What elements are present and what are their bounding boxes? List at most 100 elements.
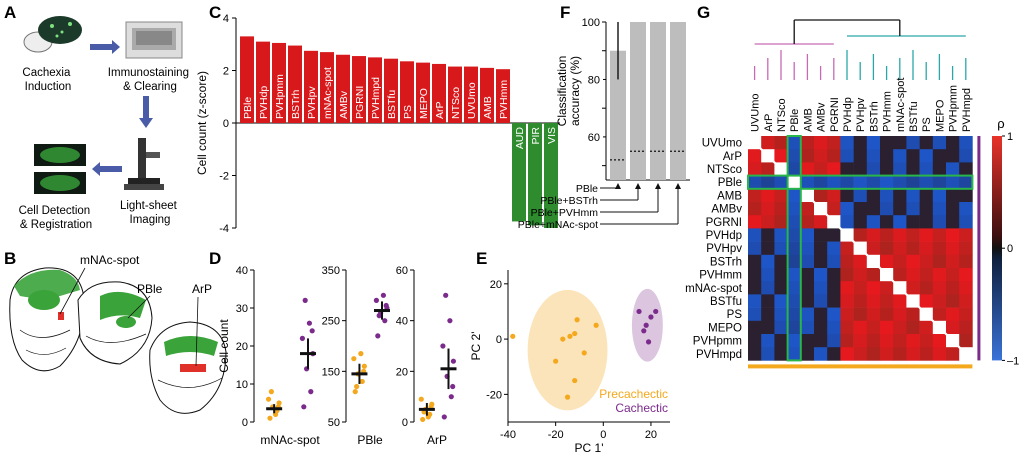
g-heatmap-cell bbox=[946, 136, 960, 150]
d-y-tick-label: 30 bbox=[236, 303, 248, 315]
c-bar-label: AMB bbox=[482, 96, 494, 119]
g-heatmap-cell bbox=[893, 307, 907, 322]
e-point bbox=[572, 330, 578, 337]
g-heatmap-cell bbox=[880, 347, 894, 361]
g-row-label: PVHmpd bbox=[696, 349, 742, 361]
g-row-label: PVHpv bbox=[706, 243, 742, 255]
d-point bbox=[441, 414, 447, 420]
d-subplot-label: mNAc-spot bbox=[260, 433, 320, 447]
panel-e-pca-chart: -20 0 20 -40 -20 0 20 PC 1' PC 2' PrecachecticCac… bbox=[469, 270, 670, 455]
c-bar bbox=[416, 62, 430, 123]
c-y-tick-label: 2 bbox=[223, 66, 229, 78]
panel-c-bar-chart: -4 -2 0 2 4 Cell count (z-score) PBle PVHdp PVHp… bbox=[195, 13, 560, 235]
g-heatmap-cell bbox=[866, 202, 881, 216]
g-heatmap-cell bbox=[880, 228, 894, 242]
c-bar-label: AUD bbox=[514, 127, 526, 150]
microscope-illustration bbox=[124, 138, 164, 190]
arrow-right bbox=[90, 40, 120, 54]
g-heatmap-cell bbox=[880, 175, 894, 190]
g-heatmap-cell bbox=[840, 347, 854, 361]
g-column-label: ArP bbox=[763, 114, 775, 132]
g-heatmap-cell bbox=[906, 320, 920, 335]
g-heatmap-cell bbox=[866, 136, 881, 150]
g-heatmap-cell bbox=[932, 347, 947, 361]
g-heatmap-cell bbox=[959, 175, 973, 190]
g-heatmap-cell bbox=[800, 228, 815, 242]
g-heatmap-cell bbox=[946, 188, 960, 203]
g-heatmap-cell bbox=[827, 188, 841, 203]
g-heatmap-cell bbox=[774, 281, 788, 295]
g-heatmap-cell bbox=[866, 334, 881, 348]
g-heatmap-cell bbox=[919, 175, 934, 190]
g-heatmap-cell bbox=[919, 215, 934, 229]
d-point bbox=[443, 292, 449, 298]
e-legend-precachectic: Precachectic bbox=[599, 387, 668, 401]
g-heatmap-cell bbox=[840, 294, 854, 308]
cachexia-label: Cachexia Induction bbox=[22, 67, 73, 93]
g-heatmap-cell bbox=[866, 307, 881, 322]
g-heatmap-cell bbox=[827, 294, 841, 308]
g-heatmap-cell bbox=[814, 228, 828, 242]
f-y-axis-label-2: accuracy (%) bbox=[568, 56, 582, 126]
g-heatmap-cell bbox=[814, 175, 828, 190]
g-heatmap-cell bbox=[761, 294, 775, 308]
g-heatmap-cell bbox=[880, 136, 894, 150]
d-point bbox=[306, 320, 312, 326]
g-heatmap-cell bbox=[866, 175, 881, 190]
g-heatmap-cell bbox=[866, 347, 881, 361]
g-heatmap-cell bbox=[787, 320, 802, 335]
g-heatmap-cell bbox=[893, 320, 907, 335]
g-row-label: PS bbox=[727, 309, 743, 321]
d-subplot-label: PBle bbox=[357, 433, 383, 447]
g-heatmap-cell bbox=[761, 136, 775, 150]
e-y-axis-label: PC 2' bbox=[469, 332, 483, 361]
e-x-axis-label: PC 1' bbox=[575, 441, 604, 455]
g-heatmap-cell bbox=[853, 162, 868, 176]
f-category-label: PBle+mNAc-spot bbox=[518, 219, 598, 231]
g-heatmap-cell bbox=[893, 149, 907, 163]
g-heatmap-cell bbox=[748, 175, 762, 190]
g-heatmap-cell bbox=[946, 175, 960, 190]
g-heatmap-cell bbox=[840, 215, 854, 229]
c-bar bbox=[480, 67, 494, 123]
panel-g-correlation-heatmap: UVUmo ArP NTSco PBle AMB AMBv PGRNI PVHdp PVHpv B… bbox=[685, 19, 1019, 369]
d-y-axis-label: Cell count bbox=[217, 319, 231, 373]
g-heatmap-cell bbox=[959, 215, 973, 229]
g-heatmap-cell bbox=[906, 307, 920, 322]
g-heatmap-cell bbox=[932, 268, 947, 282]
c-bar bbox=[432, 63, 446, 123]
e-point bbox=[645, 339, 652, 345]
g-heatmap-cell bbox=[906, 175, 920, 190]
g-heatmap-cell bbox=[840, 254, 854, 269]
g-heatmap-cell bbox=[932, 294, 947, 308]
e-precachectic-ellipse bbox=[527, 289, 608, 411]
g-heatmap-cell bbox=[906, 254, 920, 269]
e-point bbox=[581, 350, 587, 356]
g-row-label: ArP bbox=[723, 151, 743, 163]
g-row-label: BSTrh bbox=[710, 256, 742, 268]
g-heatmap-cell bbox=[840, 268, 854, 282]
c-bar-label: BSTfu bbox=[386, 90, 398, 119]
g-column-label: PVHpmm bbox=[948, 85, 960, 132]
g-heatmap-cell bbox=[800, 268, 815, 282]
g-row-label: PGRNI bbox=[706, 217, 742, 229]
g-heatmap-cell bbox=[932, 281, 947, 295]
e-x-tick-label: -20 bbox=[548, 429, 564, 441]
g-row-label: AMBv bbox=[711, 204, 742, 216]
g-heatmap-cell bbox=[906, 268, 920, 282]
detection-label: Cell Detection & Registration bbox=[19, 205, 94, 231]
panel-d-scatter-charts: Cell count 0 10 20 30 40 mNAc-spot 50 150 250 350 P… bbox=[217, 265, 457, 447]
g-heatmap-cell bbox=[946, 228, 960, 242]
g-heatmap-cell bbox=[919, 294, 934, 308]
d-y-tick-label: 0 bbox=[402, 417, 408, 429]
c-y-tick-label: 0 bbox=[223, 118, 229, 130]
d-point bbox=[308, 389, 314, 395]
g-heatmap-cell bbox=[761, 228, 775, 242]
d-point bbox=[265, 396, 272, 402]
g-heatmap-cell bbox=[880, 334, 894, 348]
g-heatmap-cell bbox=[866, 149, 881, 163]
g-diagonal bbox=[747, 135, 974, 362]
e-point bbox=[572, 377, 578, 384]
g-heatmap-cell bbox=[748, 162, 762, 176]
f-y-tick-label: 80 bbox=[588, 74, 600, 86]
